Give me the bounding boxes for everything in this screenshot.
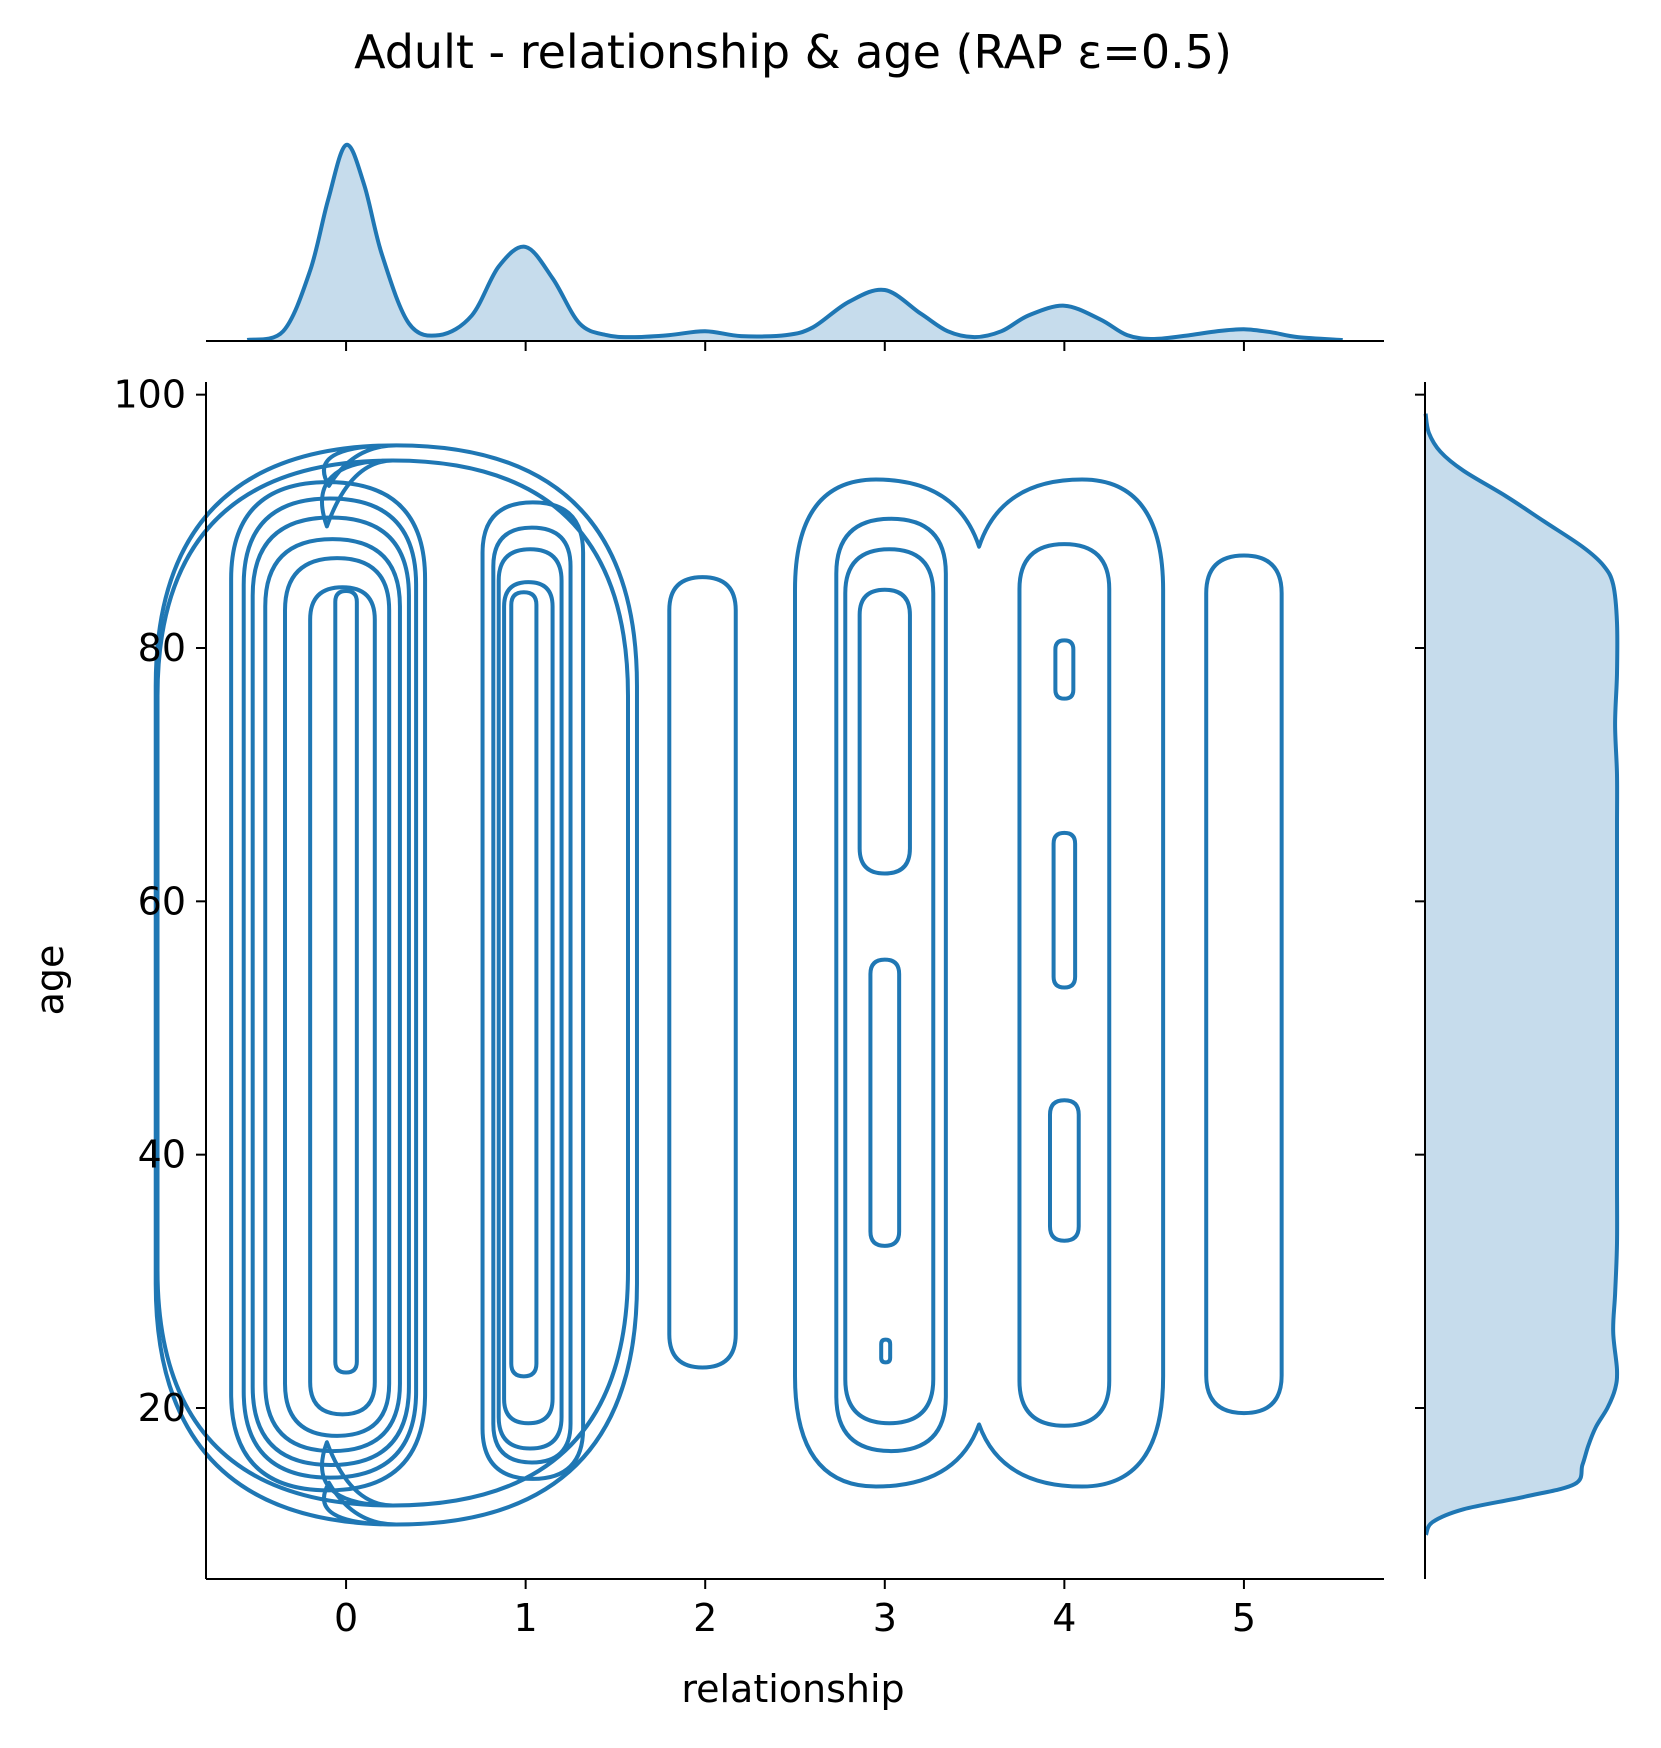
- contour-line: [263, 537, 402, 1454]
- y-tick-label: 20: [138, 1386, 186, 1430]
- y-tick-label: 80: [138, 626, 186, 670]
- contour-line: [1053, 638, 1076, 701]
- contour-line: [155, 458, 630, 1508]
- top-marginal-fill: [247, 144, 1343, 341]
- contour-line: [496, 547, 564, 1451]
- x-axis-label: relationship: [681, 1667, 904, 1711]
- contour-line: [1051, 830, 1078, 990]
- contour-line: [667, 575, 738, 1370]
- y-axis-label: age: [28, 945, 72, 1016]
- contour-line: [229, 480, 428, 1493]
- y-tick-label: 100: [113, 373, 186, 417]
- y-tick-label: 40: [138, 1133, 186, 1177]
- tick-labels: 0 1 2 3 4 5 20 40 60 80 100: [113, 373, 1256, 1640]
- x-tick-label: 4: [1052, 1596, 1076, 1640]
- contour-line: [491, 525, 573, 1465]
- contour-line: [333, 589, 359, 1375]
- right-marginal-fill: [1425, 413, 1618, 1535]
- x-tick-label: 1: [514, 1596, 538, 1640]
- contour-plot: [153, 443, 1284, 1527]
- contour-line: [502, 580, 555, 1426]
- contour-line: [1017, 542, 1112, 1428]
- contour-line: [250, 515, 411, 1467]
- contour-line: [1047, 1098, 1081, 1243]
- top-marginal-kde: [206, 142, 1384, 351]
- contour-line: [843, 547, 936, 1426]
- contour-line: [1204, 553, 1284, 1416]
- contour-line: [480, 500, 586, 1481]
- contour-line: [879, 1337, 893, 1365]
- axes: [196, 382, 1384, 1589]
- x-tick-label: 3: [873, 1596, 897, 1640]
- x-tick-label: 2: [693, 1596, 717, 1640]
- contour-line: [834, 516, 948, 1454]
- x-tick-label: 0: [334, 1596, 358, 1640]
- top-marginal-line: [246, 142, 1343, 342]
- chart-title: Adult - relationship & age (RAP ε=0.5): [354, 25, 1232, 79]
- contour-line: [857, 587, 912, 876]
- y-tick-label: 60: [138, 879, 186, 923]
- contour-line: [868, 957, 902, 1248]
- right-marginal-line: [1423, 413, 1620, 1536]
- contour-line: [509, 590, 539, 1379]
- contour-line: [308, 585, 377, 1417]
- x-tick-label: 5: [1232, 1596, 1256, 1640]
- right-marginal-kde: [1415, 382, 1620, 1579]
- contour-line: [241, 496, 419, 1480]
- contour-line: [153, 443, 639, 1527]
- contour-line: [793, 477, 1166, 1489]
- contour-line: [283, 556, 392, 1438]
